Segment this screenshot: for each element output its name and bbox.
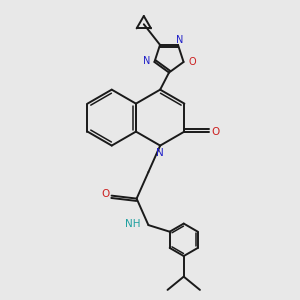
- Text: N: N: [176, 35, 183, 45]
- Text: N: N: [143, 56, 150, 65]
- Text: N: N: [156, 148, 164, 158]
- Text: O: O: [211, 127, 219, 136]
- Text: O: O: [102, 189, 110, 199]
- Text: O: O: [189, 57, 196, 67]
- Text: NH: NH: [124, 219, 140, 229]
